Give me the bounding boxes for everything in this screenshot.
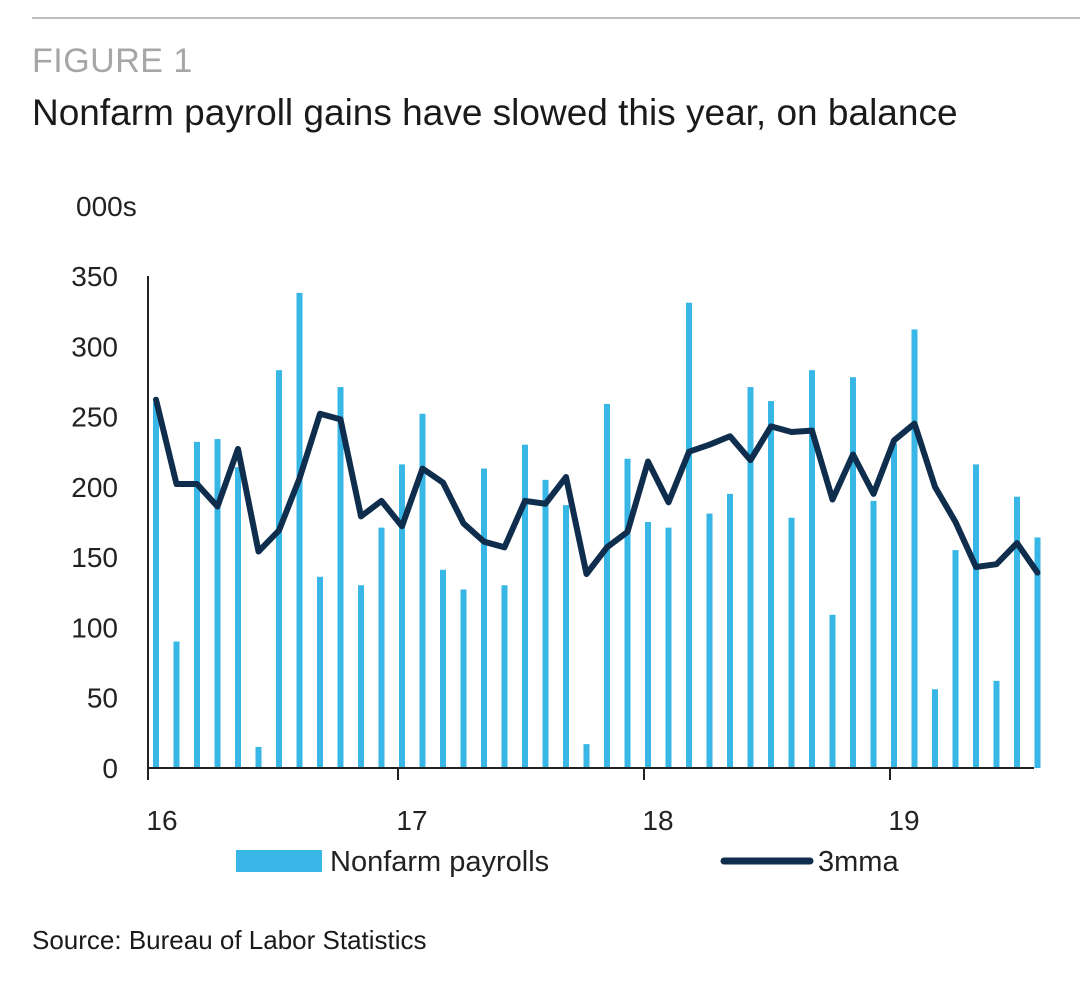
- bar-nonfarm-payrolls: [829, 614, 836, 768]
- bar-nonfarm-payrolls: [358, 585, 364, 768]
- bar-nonfarm-payrolls: [665, 527, 672, 768]
- bar-nonfarm-payrolls: [460, 589, 467, 768]
- bar-nonfarm-payrolls: [481, 468, 487, 768]
- bar-nonfarm-payrolls: [993, 680, 1000, 768]
- bar-nonfarm-payrolls: [173, 641, 180, 768]
- bar-nonfarm-payrolls: [276, 370, 282, 768]
- source-note: Source: Bureau of Labor Statistics: [32, 925, 427, 955]
- bar-nonfarm-payrolls: [501, 585, 508, 768]
- y-tick-label: 0: [102, 753, 118, 784]
- bar-nonfarm-payrolls: [747, 387, 754, 768]
- bar-nonfarm-payrolls: [952, 550, 959, 768]
- bar-nonfarm-payrolls: [624, 458, 631, 768]
- bar-nonfarm-payrolls: [583, 744, 590, 768]
- bar-nonfarm-payrolls: [973, 464, 979, 768]
- chart-title: Nonfarm payroll gains have slowed this y…: [32, 92, 958, 133]
- bar-nonfarm-payrolls: [911, 329, 918, 768]
- bar-nonfarm-payrolls: [768, 401, 774, 768]
- x-tick-label: 17: [396, 805, 427, 836]
- y-tick-label: 100: [71, 612, 118, 643]
- bar-nonfarm-payrolls: [194, 441, 200, 768]
- y-tick-label: 200: [71, 472, 118, 503]
- y-tick-label: 250: [71, 402, 118, 433]
- bar-nonfarm-payrolls: [419, 413, 426, 768]
- y-axis-unit-label: 000s: [76, 191, 137, 222]
- bar-nonfarm-payrolls: [932, 689, 938, 768]
- bar-nonfarm-payrolls: [1014, 496, 1020, 768]
- x-tick-label: 18: [642, 805, 673, 836]
- bar-nonfarm-payrolls: [891, 443, 897, 768]
- bar-nonfarm-payrolls: [399, 464, 405, 768]
- bar-nonfarm-payrolls: [153, 402, 159, 768]
- bar-nonfarm-payrolls: [645, 522, 651, 768]
- y-tick-label: 150: [71, 542, 118, 573]
- bar-nonfarm-payrolls: [1034, 537, 1041, 768]
- bar-nonfarm-payrolls: [542, 479, 549, 768]
- bar-nonfarm-payrolls: [850, 377, 856, 768]
- bar-nonfarm-payrolls: [214, 439, 221, 768]
- bar-nonfarm-payrolls: [563, 505, 569, 768]
- bar-nonfarm-payrolls: [378, 527, 385, 768]
- bar-nonfarm-payrolls: [235, 467, 241, 768]
- x-tick-label: 19: [888, 805, 919, 836]
- bar-nonfarm-payrolls: [686, 302, 692, 768]
- legend-swatch-nonfarm-payrolls: [236, 850, 322, 872]
- bar-nonfarm-payrolls: [604, 403, 610, 768]
- line-3mma: [153, 396, 1041, 578]
- y-tick-label: 50: [87, 683, 118, 714]
- bar-nonfarm-payrolls: [809, 370, 815, 768]
- bar-nonfarm-payrolls: [727, 493, 733, 768]
- legend-label-3mma: 3mma: [818, 846, 899, 878]
- bar-nonfarm-payrolls: [255, 746, 262, 768]
- bar-nonfarm-payrolls: [296, 292, 303, 768]
- top-rule: [32, 17, 1080, 19]
- bar-nonfarm-payrolls: [522, 444, 528, 768]
- bar-nonfarm-payrolls: [317, 576, 323, 768]
- bar-nonfarm-payrolls: [706, 513, 713, 768]
- bar-nonfarm-payrolls: [440, 569, 446, 768]
- bar-nonfarm-payrolls: [870, 500, 877, 768]
- x-tick-label: 16: [146, 805, 177, 836]
- bar-nonfarm-payrolls: [337, 387, 344, 768]
- legend-label-nonfarm-payrolls: Nonfarm payrolls: [330, 846, 549, 878]
- y-tick-label: 300: [71, 331, 118, 362]
- y-tick-label: 350: [71, 261, 118, 292]
- bar-nonfarm-payrolls: [788, 517, 795, 768]
- figure-label: FIGURE 1: [32, 42, 193, 80]
